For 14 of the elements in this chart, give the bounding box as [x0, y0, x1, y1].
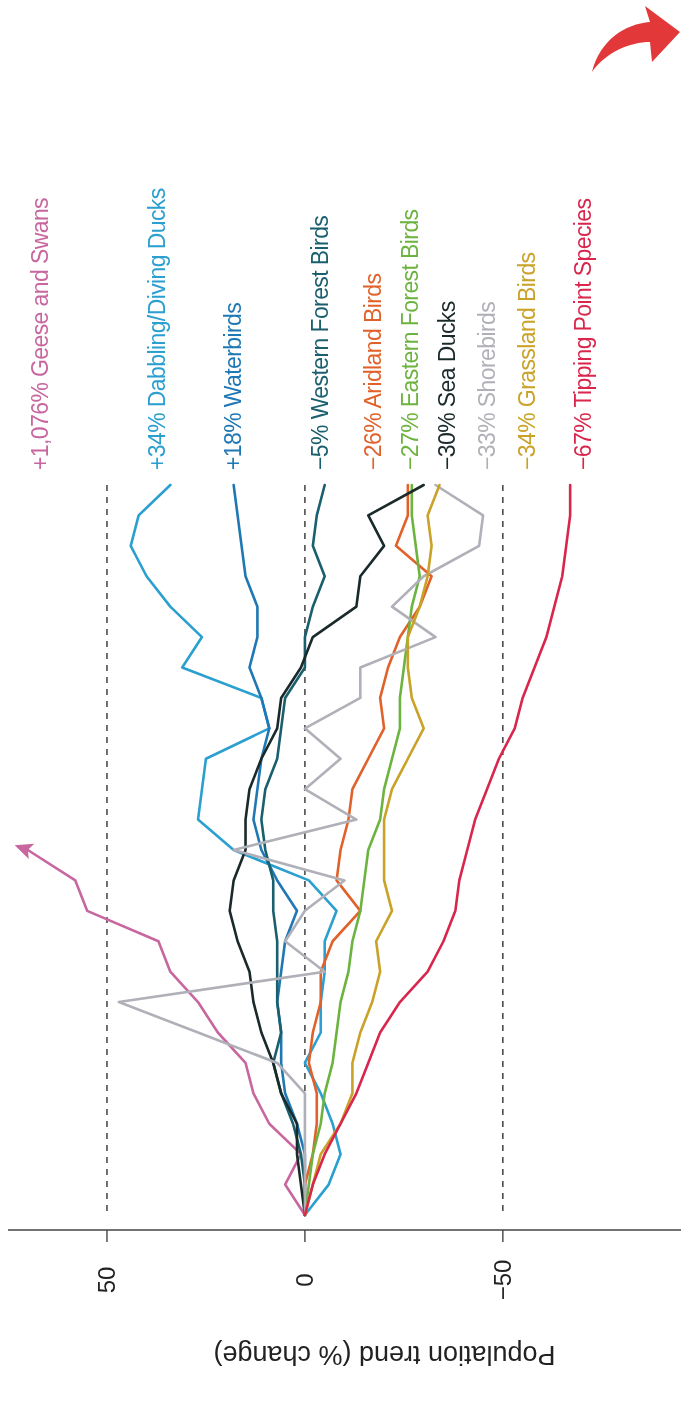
text: −33% Shorebirds	[474, 301, 501, 470]
text: −26% Aridland Birds	[360, 273, 387, 470]
x-tick-label: 0	[291, 1273, 319, 1287]
text: −30% Sea Ducks	[434, 301, 461, 470]
x-tick-label: 50	[93, 1266, 121, 1294]
text: −5% Western Forest Birds	[307, 215, 334, 470]
text: +34% Dabbling/Diving Ducks	[144, 188, 171, 470]
text: −67% Tipping Point Species	[570, 198, 597, 470]
x-axis-title: Population trend (% change)	[213, 1339, 556, 1370]
text: +18% Waterbirds	[220, 302, 247, 470]
x-tick-label: −50	[489, 1259, 517, 1301]
text: −27% Eastern Forest Birds	[397, 209, 424, 470]
text: +1,076% Geese and Swans	[27, 197, 54, 470]
text: −34% Grassland Birds	[514, 252, 541, 470]
